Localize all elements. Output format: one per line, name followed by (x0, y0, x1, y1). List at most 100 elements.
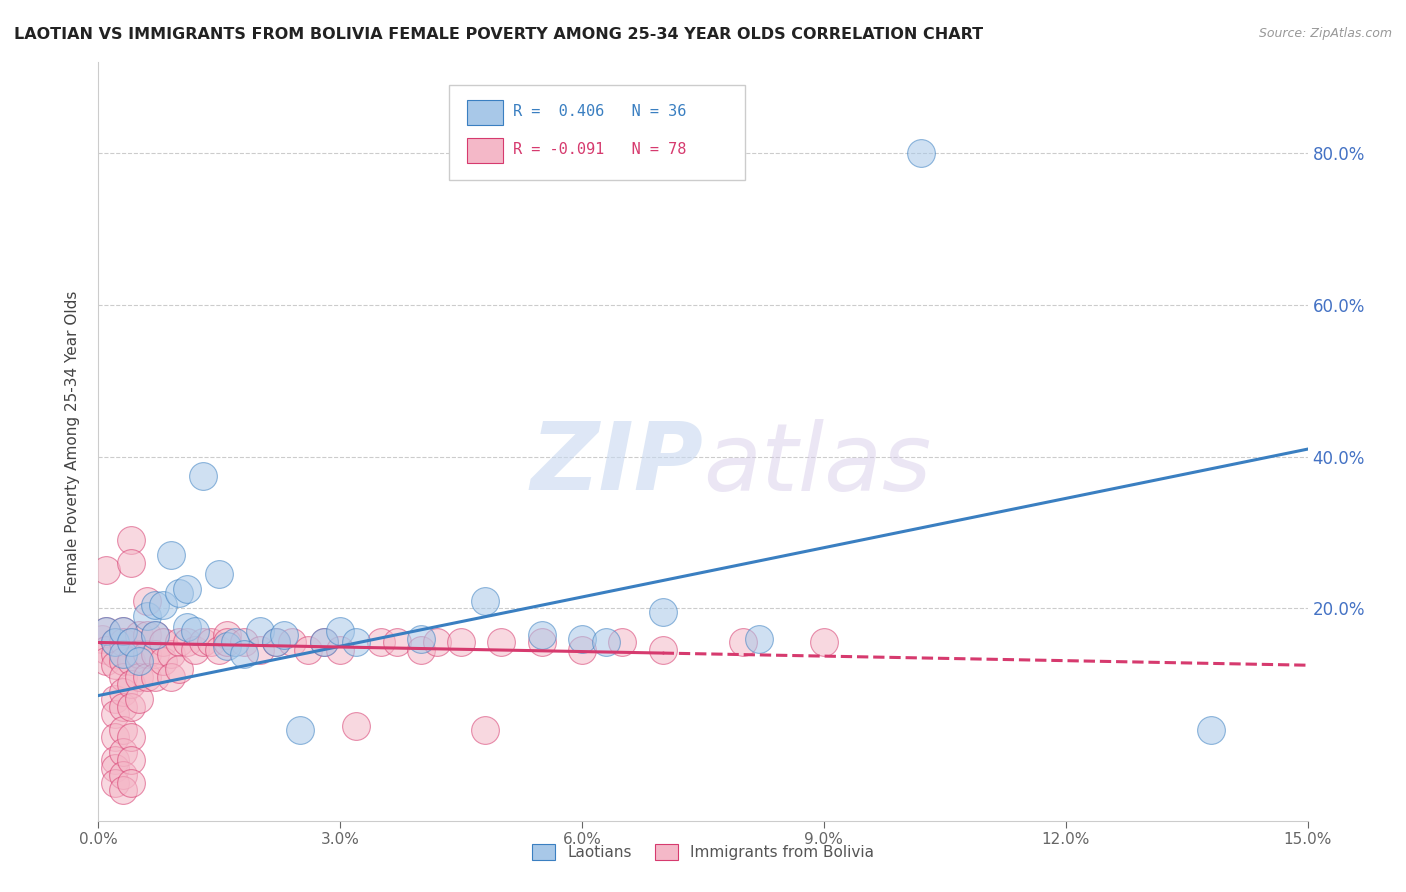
Point (103, 760, 125, 774)
Point (232, 635, 254, 649)
Point (96, 655, 118, 669)
Point (103, 647, 125, 661)
Point (128, 669, 150, 684)
Point (249, 624, 271, 639)
Point (103, 692, 125, 706)
Point (176, 582, 198, 597)
Point (385, 635, 408, 649)
Point (143, 669, 166, 684)
Point (103, 635, 125, 649)
Point (167, 586, 190, 600)
Point (135, 647, 157, 661)
Point (651, 643, 673, 657)
Text: Source: ZipAtlas.com: Source: ZipAtlas.com (1258, 27, 1392, 40)
Point (143, 628, 166, 642)
Point (176, 635, 198, 649)
Point (160, 548, 183, 563)
Point (111, 624, 134, 639)
Point (329, 624, 352, 639)
Point (111, 768, 134, 782)
Point (128, 628, 150, 642)
Point (217, 635, 239, 649)
Point (160, 647, 183, 661)
Point (224, 635, 246, 649)
FancyBboxPatch shape (449, 85, 745, 180)
Point (217, 639, 239, 653)
FancyBboxPatch shape (467, 101, 503, 126)
Point (748, 632, 770, 646)
Point (103, 635, 125, 649)
Point (281, 635, 304, 649)
Point (329, 643, 352, 657)
Point (103, 730, 125, 744)
Point (314, 635, 336, 649)
Point (135, 594, 157, 608)
Point (491, 635, 513, 649)
Point (135, 628, 157, 642)
Point (474, 594, 496, 608)
Point (314, 635, 336, 649)
Point (103, 776, 125, 790)
Point (120, 655, 142, 669)
Point (120, 776, 142, 790)
Point (910, 146, 932, 161)
Point (733, 635, 755, 649)
Point (176, 620, 198, 634)
Legend: Laotians, Immigrants from Bolivia: Laotians, Immigrants from Bolivia (526, 838, 880, 866)
Point (409, 632, 432, 646)
Point (103, 753, 125, 767)
Point (651, 605, 673, 619)
Text: ZIP: ZIP (530, 418, 703, 510)
Point (135, 609, 157, 624)
Point (288, 723, 311, 737)
Y-axis label: Female Poverty Among 25-34 Year Olds: Female Poverty Among 25-34 Year Olds (65, 291, 80, 592)
Point (96, 624, 118, 639)
Point (111, 699, 134, 714)
Point (143, 628, 166, 642)
Point (193, 635, 215, 649)
Point (96, 624, 118, 639)
Point (152, 598, 174, 612)
Point (160, 669, 183, 684)
Point (120, 753, 142, 767)
Point (167, 662, 190, 676)
Point (232, 647, 254, 661)
Point (143, 598, 166, 612)
Point (111, 685, 134, 699)
Point (120, 635, 142, 649)
Point (111, 624, 134, 639)
Text: LAOTIAN VS IMMIGRANTS FROM BOLIVIA FEMALE POVERTY AMONG 25-34 YEAR OLDS CORRELAT: LAOTIAN VS IMMIGRANTS FROM BOLIVIA FEMAL… (14, 27, 983, 42)
Point (813, 635, 835, 649)
Point (450, 635, 472, 649)
Point (1199, 723, 1222, 737)
Point (91, 632, 114, 646)
Point (193, 468, 215, 483)
Point (249, 643, 271, 657)
Point (111, 669, 134, 684)
Point (344, 719, 367, 733)
Point (111, 783, 134, 797)
Point (184, 643, 207, 657)
Point (111, 647, 134, 661)
Point (111, 746, 134, 760)
Point (143, 647, 166, 661)
Point (135, 669, 157, 684)
Point (111, 723, 134, 737)
Point (111, 635, 134, 649)
Point (167, 635, 190, 649)
Point (120, 533, 142, 548)
Point (152, 655, 174, 669)
Point (273, 628, 295, 642)
Point (208, 567, 231, 582)
FancyBboxPatch shape (467, 138, 503, 163)
Point (571, 632, 593, 646)
Text: R =  0.406   N = 36: R = 0.406 N = 36 (513, 104, 686, 120)
Point (120, 635, 142, 649)
Point (103, 658, 125, 673)
Point (111, 655, 134, 669)
Point (530, 635, 553, 649)
Point (474, 723, 496, 737)
Point (184, 624, 207, 639)
Point (595, 635, 617, 649)
Point (200, 635, 222, 649)
